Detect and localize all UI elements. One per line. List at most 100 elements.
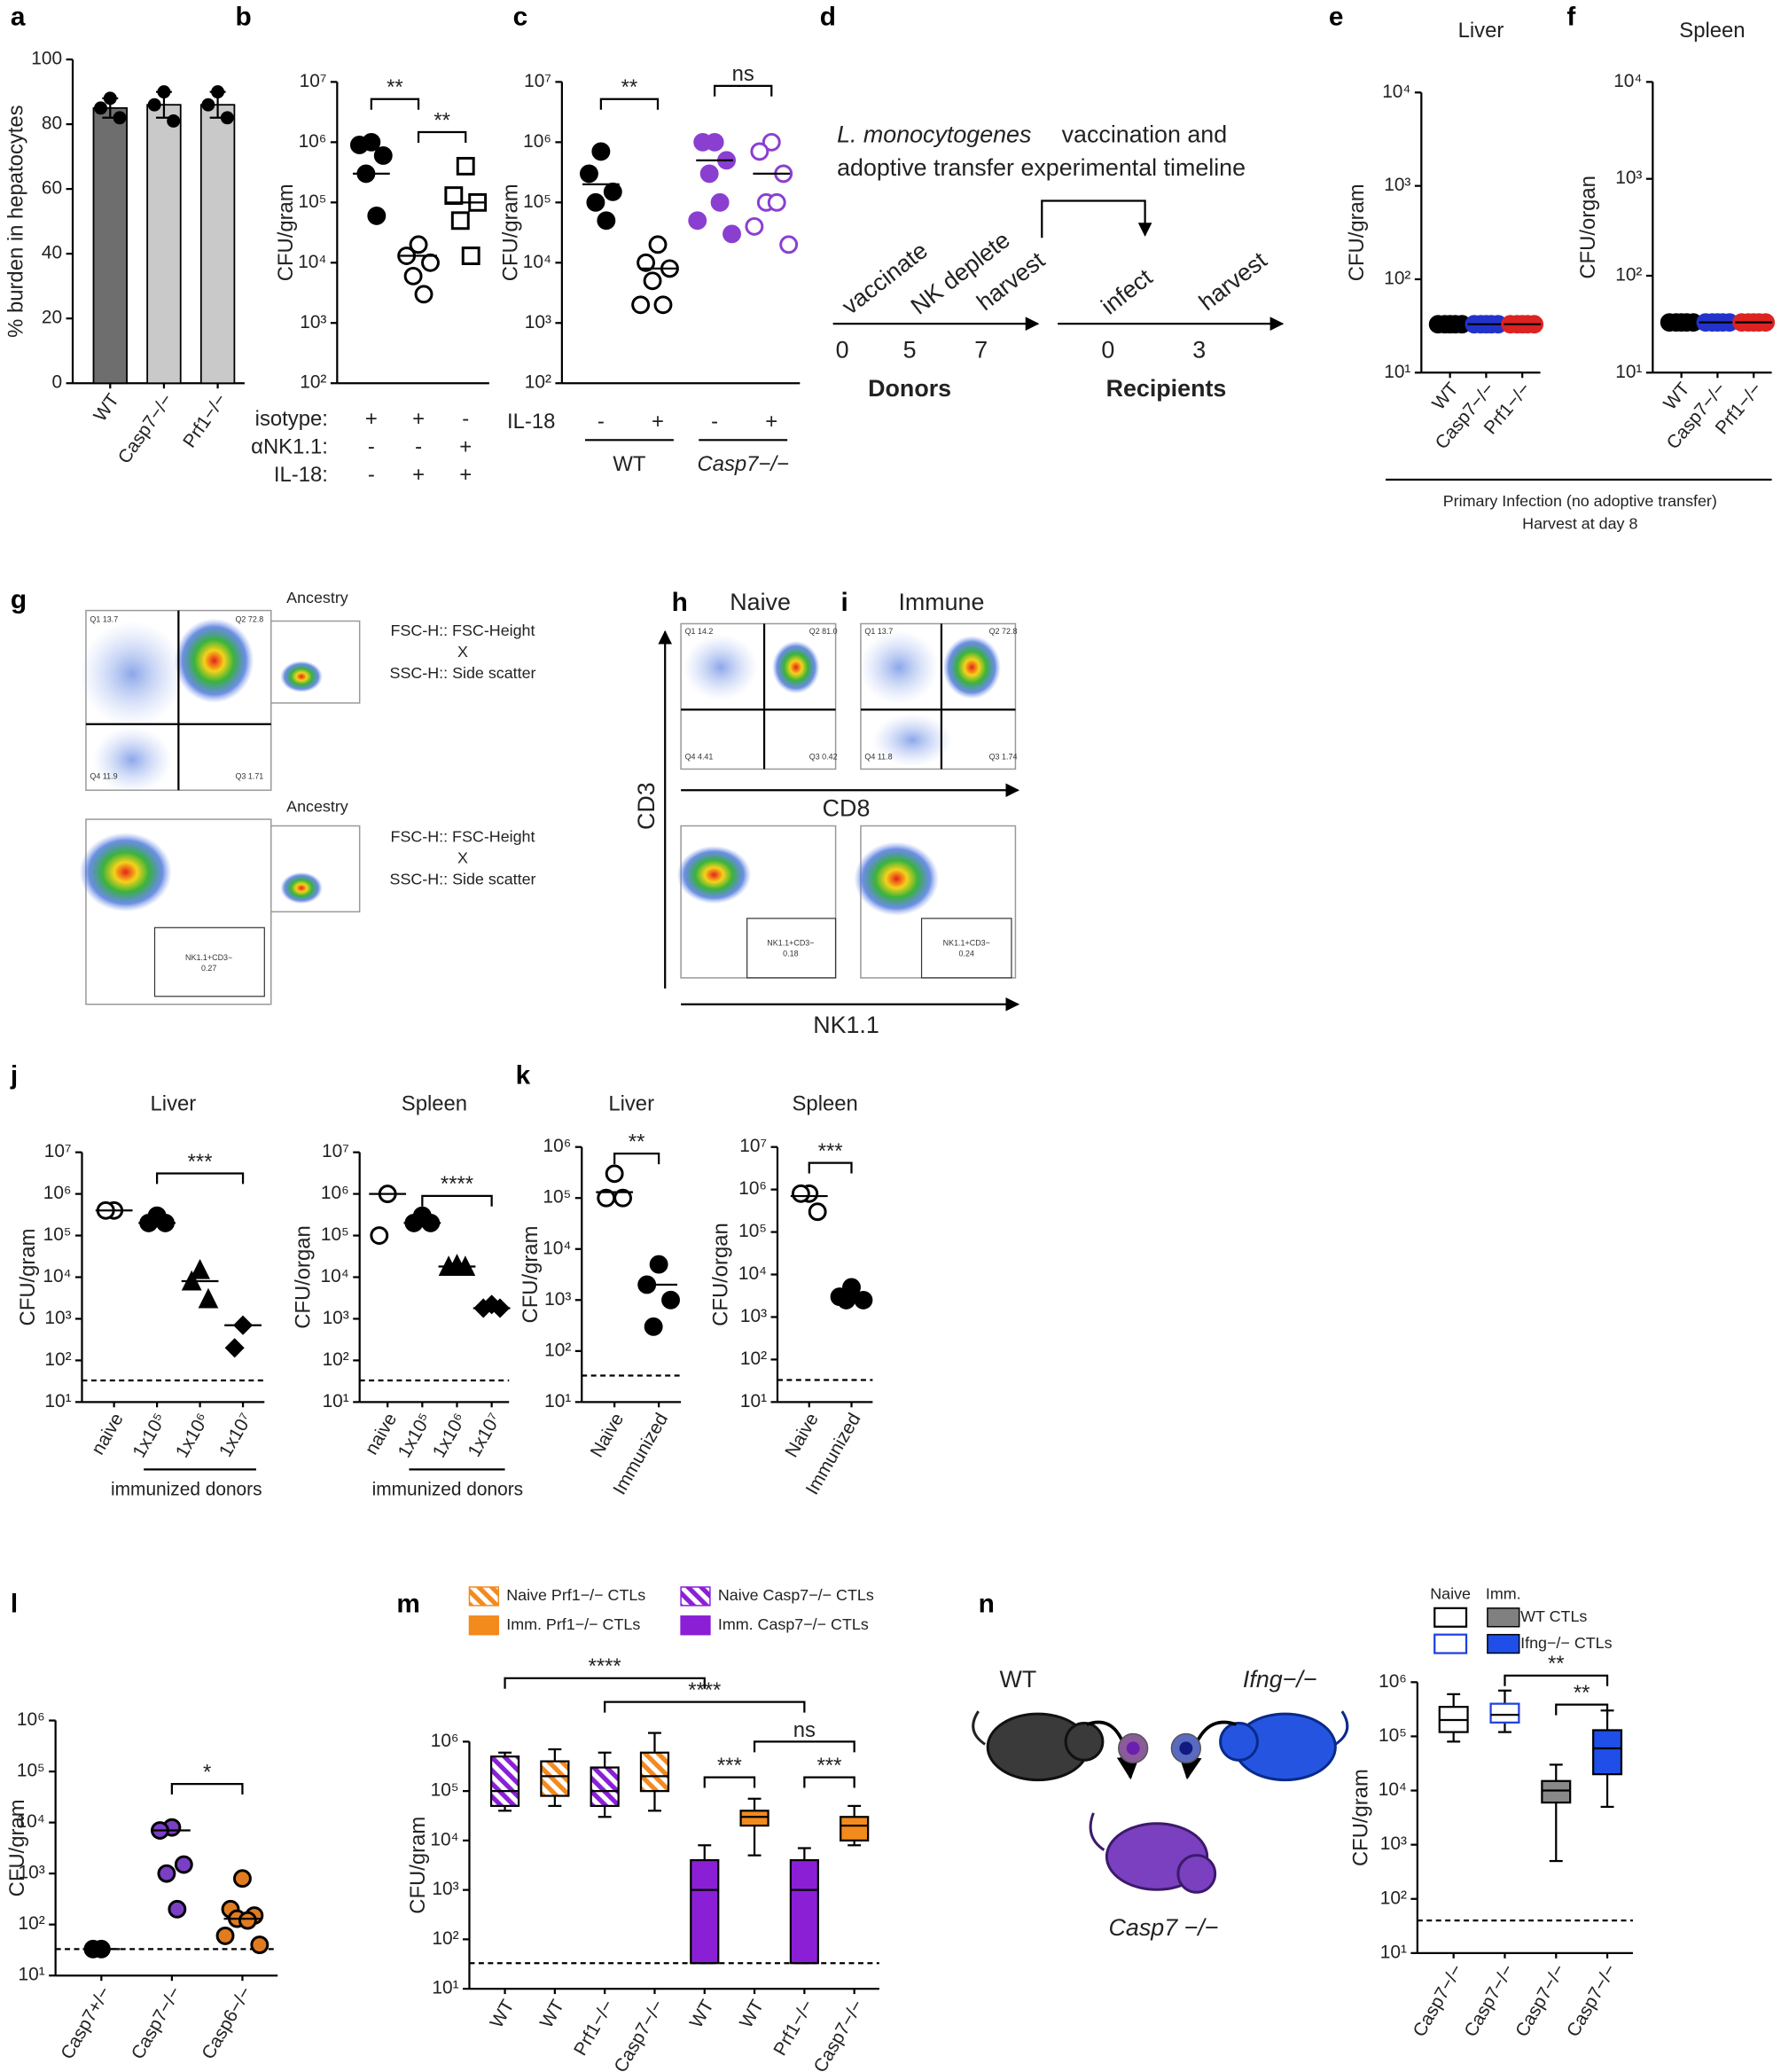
data-point	[367, 206, 387, 225]
tail	[972, 1710, 987, 1746]
timeline-title: vaccination and	[1062, 121, 1228, 148]
row-value: -	[598, 410, 605, 434]
y-tick-label: 10⁵	[523, 192, 551, 212]
population	[79, 832, 172, 912]
y-tick-label: 10⁴	[543, 1238, 571, 1258]
panel-letter: n	[979, 1590, 995, 1619]
y-tick-label: 10¹	[44, 1391, 71, 1411]
x-axis-title: immunized donors	[372, 1480, 523, 1500]
legend-swatch	[1433, 1633, 1468, 1654]
row-value: +	[412, 407, 425, 431]
event: harvest	[1194, 246, 1272, 316]
data-point	[403, 266, 423, 285]
significance-bracket	[599, 98, 660, 110]
panel-letter: c	[513, 3, 528, 32]
y-tick-label: 10⁶	[299, 131, 327, 152]
row-label: IL-18	[507, 410, 555, 434]
gate-value: 0.18	[783, 949, 798, 958]
flow-panels: g Q1 13.7 Q2 72.8 Q4 11.9 Q3 1.71 Ancest…	[11, 585, 1019, 1038]
bar	[146, 104, 182, 385]
data-point	[250, 1935, 269, 1954]
mouse-head	[1176, 1854, 1217, 1894]
y-tick-label: 10⁵	[299, 192, 327, 212]
y-tick-label: 10⁶	[738, 1178, 767, 1199]
chart-title: Liver	[608, 1091, 654, 1115]
legend-swatch	[468, 1615, 500, 1636]
ancestry-plot	[270, 620, 361, 704]
legend-label: WT CTLs	[1520, 1607, 1587, 1625]
y-tick-label: 10³	[1615, 168, 1642, 188]
data-point	[637, 253, 656, 272]
row-label: isotype:	[255, 407, 328, 431]
data-point	[167, 113, 181, 128]
day: 0	[1101, 337, 1114, 364]
data-point	[94, 101, 108, 115]
significance-label: ***	[818, 1139, 843, 1163]
data-point	[644, 1317, 663, 1336]
y-tick-label: 10³	[432, 1879, 458, 1899]
gate-value: 0.24	[959, 949, 974, 958]
panel-letter: a	[11, 3, 26, 32]
y-tick-label: 10¹	[19, 1965, 45, 1985]
data-point	[591, 142, 611, 161]
row-value: +	[365, 407, 378, 431]
y-tick-label: 10⁷	[739, 1136, 767, 1156]
x-tick-label: WT	[486, 1997, 518, 2032]
significance-label: ***	[817, 1754, 842, 1778]
significance-label: **	[621, 75, 638, 99]
gate-text: SSC-H:: Side scatter	[390, 870, 536, 887]
gate-text: FSC-H:: FSC-Height	[391, 828, 535, 846]
data-point	[215, 1926, 235, 1945]
y-tick-label: 100	[31, 49, 62, 69]
row-value: -	[462, 407, 469, 431]
data-point	[198, 1287, 219, 1309]
x-tick-label: Casp7−/−	[128, 1983, 185, 2063]
data-point	[157, 85, 171, 99]
box	[1592, 1729, 1623, 1776]
x-tick-label: Casp7−/−	[810, 1997, 868, 2072]
data-point	[444, 186, 464, 206]
mouse-label: Casp7 −/−	[1109, 1914, 1219, 1941]
data-point	[450, 211, 470, 231]
population	[859, 629, 939, 705]
y-tick-label: 10⁵	[1379, 1725, 1407, 1746]
mouse-head	[1219, 1722, 1259, 1762]
y-axis-title: CFU/gram	[5, 1799, 29, 1896]
panel-letter: l	[11, 1590, 18, 1619]
quadrant-label: Q1 13.7	[864, 627, 893, 636]
data-point	[762, 132, 781, 152]
x-tick-label: 1x10⁷	[215, 1410, 256, 1460]
significance-bracket	[803, 1776, 855, 1788]
legend-swatch	[680, 1615, 711, 1636]
x-tick-label: naive	[88, 1410, 128, 1458]
y-tick-label: 0	[51, 372, 62, 393]
x-tick-label: 1x10⁵	[129, 1410, 170, 1461]
data-point	[421, 253, 440, 272]
day: 7	[974, 337, 988, 364]
mouse-head	[1064, 1722, 1105, 1762]
significance-label: ns	[732, 62, 754, 86]
y-tick-label: 10⁴	[738, 1263, 767, 1284]
x-tick-label: WT	[736, 1997, 768, 2032]
box	[489, 1755, 520, 1808]
legend-swatch	[1433, 1607, 1468, 1628]
significance-label: **	[434, 108, 450, 132]
panel-letter: h	[672, 588, 688, 617]
mouse-label: Ifng−/−	[1243, 1666, 1317, 1693]
event: infect	[1096, 263, 1157, 319]
row-value: -	[368, 435, 375, 459]
y-tick-label: 10²	[1380, 1888, 1407, 1908]
arrow	[1178, 1720, 1238, 1780]
data-point	[837, 1290, 855, 1310]
bar	[92, 106, 128, 385]
significance-label: ****	[688, 1678, 721, 1702]
y-tick-label: 10⁵	[431, 1780, 459, 1801]
data-point	[211, 85, 225, 99]
data-point	[688, 211, 707, 231]
data-point	[603, 182, 622, 201]
population	[280, 872, 323, 904]
gate	[920, 918, 1012, 979]
y-tick-label: 10²	[432, 1928, 458, 1949]
significance-bracket	[155, 1172, 245, 1185]
